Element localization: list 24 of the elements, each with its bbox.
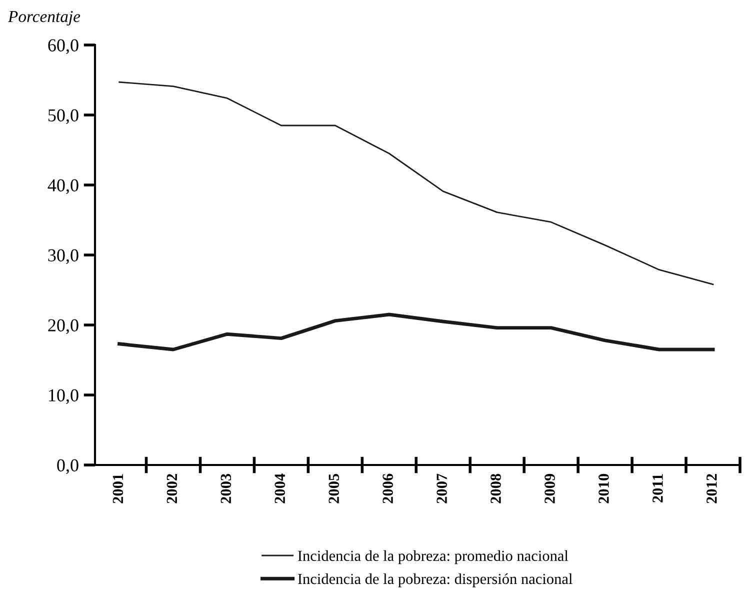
x-tick-label: 2011 <box>652 474 663 502</box>
x-tick-label: 2001 <box>112 474 124 504</box>
line-series <box>118 312 715 352</box>
x-tick-label: 2006 <box>382 474 393 504</box>
x-tick-label: 2002 <box>166 474 178 504</box>
x-tick-label: 2012 <box>706 474 717 504</box>
x-tick-label: 2003 <box>220 474 232 504</box>
legend-label: Incidencia de la pobreza: promedio nacional <box>298 550 568 564</box>
y-axis-title: Porcentaje <box>8 10 80 26</box>
x-tick-label: 2007 <box>436 474 447 504</box>
y-tick-label: 50,0 <box>48 109 78 124</box>
x-tick-label: 2009 <box>544 474 555 504</box>
y-tick-label: 10,0 <box>49 389 78 404</box>
y-tick-label: 0,0 <box>57 459 78 474</box>
line-series <box>118 81 714 286</box>
legend-label: Incidencia de la pobreza: dispersión nacional <box>298 573 572 588</box>
x-tick-label: 2004 <box>274 474 286 504</box>
x-tick-label: 2008 <box>490 474 501 504</box>
y-tick-label: 30,0 <box>48 249 78 264</box>
y-tick-label: 40,0 <box>48 179 78 194</box>
y-tick-label: 60,0 <box>48 39 78 54</box>
x-tick-label: 2010 <box>598 474 609 504</box>
y-tick-label: 20,0 <box>48 319 78 334</box>
x-tick-label: 2005 <box>328 474 340 504</box>
